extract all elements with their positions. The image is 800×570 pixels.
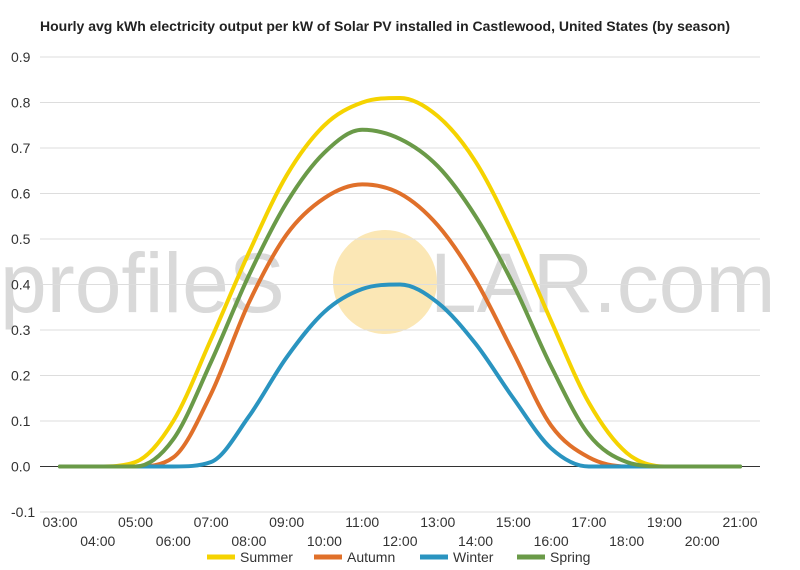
x-tick-label: 05:00 xyxy=(118,514,153,530)
y-tick-label: 0.8 xyxy=(11,95,31,111)
x-tick-label: 19:00 xyxy=(647,514,682,530)
y-tick-label: 0.6 xyxy=(11,186,31,202)
series-line-winter xyxy=(58,282,742,469)
watermark-sun xyxy=(333,230,437,334)
y-tick-label: 0.3 xyxy=(11,322,31,338)
y-tick-label: 0.0 xyxy=(11,459,31,475)
x-axis-ticks: 03:0004:0005:0006:0007:0008:0009:0010:00… xyxy=(42,514,757,549)
legend-label-winter: Winter xyxy=(453,549,494,565)
x-tick-label: 04:00 xyxy=(80,533,115,549)
series-line-spring xyxy=(58,127,742,469)
x-tick-label: 13:00 xyxy=(420,514,455,530)
y-tick-label: 0.1 xyxy=(11,413,31,429)
x-tick-label: 08:00 xyxy=(231,533,266,549)
x-tick-label: 06:00 xyxy=(156,533,191,549)
series-lines xyxy=(58,95,742,469)
legend: Summer Autumn Winter Spring xyxy=(207,549,590,565)
x-tick-label: 10:00 xyxy=(307,533,342,549)
y-tick-label: 0.7 xyxy=(11,140,31,156)
x-tick-label: 20:00 xyxy=(685,533,720,549)
y-tick-label: -0.1 xyxy=(11,504,35,520)
y-tick-label: 0.9 xyxy=(11,49,31,65)
watermark: profileS LAR.com xyxy=(0,230,775,334)
x-tick-label: 17:00 xyxy=(571,514,606,530)
legend-label-summer: Summer xyxy=(240,549,293,565)
x-tick-label: 03:00 xyxy=(42,514,77,530)
x-tick-label: 12:00 xyxy=(382,533,417,549)
x-tick-label: 14:00 xyxy=(458,533,493,549)
legend-label-autumn: Autumn xyxy=(347,549,395,565)
x-tick-label: 07:00 xyxy=(194,514,229,530)
x-tick-label: 21:00 xyxy=(722,514,757,530)
x-tick-label: 18:00 xyxy=(609,533,644,549)
y-tick-label: 0.4 xyxy=(11,277,31,293)
y-axis-ticks: 0.9 0.8 0.7 0.6 0.5 0.4 0.3 0.2 0.1 0.0 -0.1 xyxy=(11,49,35,520)
x-tick-label: 15:00 xyxy=(496,514,531,530)
x-tick-label: 11:00 xyxy=(345,514,379,530)
watermark-text-right: LAR.com xyxy=(430,236,775,330)
x-tick-label: 09:00 xyxy=(269,514,304,530)
series-line-summer xyxy=(58,95,742,469)
legend-label-spring: Spring xyxy=(550,549,590,565)
x-tick-label: 16:00 xyxy=(534,533,569,549)
y-tick-label: 0.5 xyxy=(11,231,31,247)
chart-title: Hourly avg kWh electricity output per kW… xyxy=(40,18,731,34)
y-tick-label: 0.2 xyxy=(11,368,31,384)
